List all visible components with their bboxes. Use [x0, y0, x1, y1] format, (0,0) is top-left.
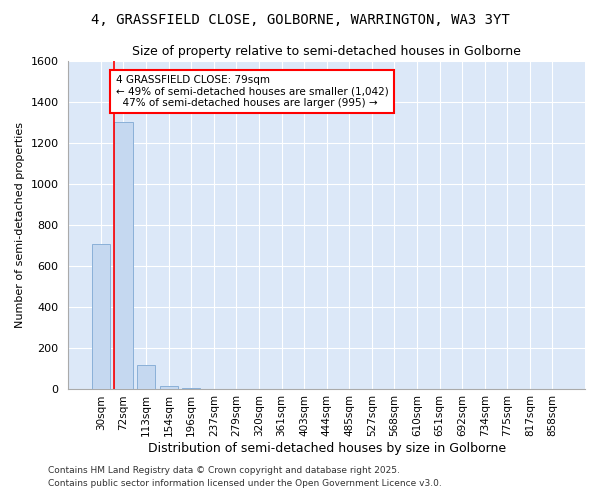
Bar — [115, 122, 133, 390]
Text: 4 GRASSFIELD CLOSE: 79sqm
← 49% of semi-detached houses are smaller (1,042)
  47: 4 GRASSFIELD CLOSE: 79sqm ← 49% of semi-… — [116, 75, 388, 108]
Bar — [137, 365, 155, 390]
X-axis label: Distribution of semi-detached houses by size in Golborne: Distribution of semi-detached houses by … — [148, 442, 506, 455]
Bar — [182, 388, 200, 390]
Y-axis label: Number of semi-detached properties: Number of semi-detached properties — [15, 122, 25, 328]
Text: Contains HM Land Registry data © Crown copyright and database right 2025.
Contai: Contains HM Land Registry data © Crown c… — [48, 466, 442, 487]
Text: 4, GRASSFIELD CLOSE, GOLBORNE, WARRINGTON, WA3 3YT: 4, GRASSFIELD CLOSE, GOLBORNE, WARRINGTO… — [91, 12, 509, 26]
Title: Size of property relative to semi-detached houses in Golborne: Size of property relative to semi-detach… — [132, 45, 521, 58]
Bar — [92, 244, 110, 390]
Bar — [160, 386, 178, 390]
